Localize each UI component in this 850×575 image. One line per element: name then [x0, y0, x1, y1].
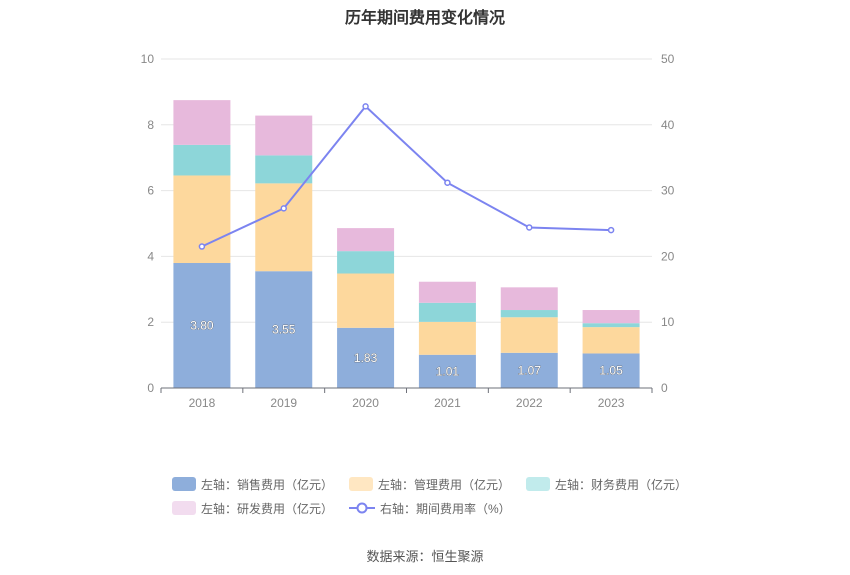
bar-finance — [500, 310, 558, 318]
rate-line — [201, 104, 612, 248]
bar-rd — [173, 100, 231, 145]
legend-label-admin: 左轴：管理费用（亿元） — [378, 477, 511, 492]
bar-value-label: 1.05 — [599, 364, 623, 378]
bar-value-label: 3.80 — [190, 318, 214, 332]
bar-rd — [255, 115, 313, 156]
x-axis-tick-label: 2023 — [598, 396, 625, 410]
legend-item-rate[interactable]: 右轴：期间费用率（%） — [349, 500, 511, 517]
bar-admin — [582, 327, 640, 354]
legend-swatch-rd — [172, 501, 196, 515]
bar-sales — [255, 271, 313, 388]
bar-finance — [418, 302, 476, 322]
legend-item-rd[interactable]: 左轴：研发费用（亿元） — [172, 500, 333, 517]
chart-plot: 3.80 3.55 1.83 1.01 1.07 1.05 0 2 4 6 8 10 0 10 20 30 4… — [141, 52, 675, 410]
bar-finance — [255, 155, 313, 184]
legend-item-admin[interactable]: 左轴：管理费用（亿元） — [349, 476, 510, 493]
bar-sales — [582, 353, 640, 388]
legend-swatch-sales — [172, 477, 196, 491]
legend-label-rate: 右轴：期间费用率（%） — [380, 501, 511, 516]
legend-label-finance: 左轴：财务费用（亿元） — [555, 477, 688, 492]
bar-finance — [582, 323, 640, 328]
data-source-note: 数据来源：恒生聚源 — [366, 549, 484, 564]
bar-sales — [418, 354, 476, 388]
chart-title: 历年期间费用变化情况 — [344, 10, 505, 27]
bar-value-label: 3.55 — [272, 323, 296, 337]
bar-finance — [337, 251, 395, 274]
bar-stacks — [173, 100, 640, 388]
legend-swatch-finance — [526, 477, 551, 491]
x-axis-tick-label: 2018 — [189, 396, 216, 410]
bar-sales — [500, 352, 558, 388]
gridlines — [161, 58, 652, 323]
legend-swatch-admin — [349, 477, 374, 491]
legend-item-sales[interactable]: 左轴：销售费用（亿元） — [172, 476, 333, 493]
legend-row-2: 左轴：研发费用（亿元） 右轴：期间费用率（%） — [172, 496, 692, 520]
x-axis-tick-label: 2020 — [352, 396, 379, 410]
left-axis-tick-label: 4 — [147, 249, 154, 263]
right-axis-tick-label: 40 — [661, 118, 675, 132]
legend-line-icon — [349, 502, 376, 514]
left-axis-tick-label: 2 — [147, 315, 154, 329]
bar-admin — [418, 321, 476, 355]
rate-point — [607, 226, 615, 234]
left-axis-tick-label: 6 — [147, 184, 154, 198]
bar-sales — [173, 262, 231, 388]
left-axis-tick-label: 0 — [147, 381, 154, 395]
legend: 左轴：销售费用（亿元） 左轴：管理费用（亿元） 左轴：财务费用（亿元） 左轴：研… — [172, 472, 692, 520]
right-axis-tick-label: 30 — [661, 184, 675, 198]
rate-point — [198, 243, 206, 250]
x-axis-tick-label: 2021 — [434, 396, 461, 410]
x-axis-tick-label: 2022 — [516, 396, 543, 410]
bar-value-label: 1.01 — [436, 364, 460, 378]
right-axis-tick-label: 10 — [661, 315, 675, 329]
bar-rd — [337, 228, 395, 252]
legend-item-finance[interactable]: 左轴：财务费用（亿元） — [526, 476, 687, 493]
rate-point — [362, 103, 369, 110]
legend-label-rd: 左轴：研发费用（亿元） — [201, 501, 334, 516]
legend-row-1: 左轴：销售费用（亿元） 左轴：管理费用（亿元） 左轴：财务费用（亿元） — [172, 472, 692, 496]
bar-rd — [418, 281, 476, 303]
left-axis-tick-label: 10 — [141, 52, 155, 66]
bar-admin — [173, 175, 231, 263]
bar-admin — [337, 273, 395, 328]
rate-point — [444, 179, 451, 186]
right-axis-tick-label: 20 — [661, 249, 675, 263]
bar-value-label: 1.07 — [518, 363, 542, 377]
right-axis-tick-label: 50 — [661, 52, 675, 66]
left-axis-tick-label: 8 — [147, 118, 154, 132]
bar-value-label: 1.83 — [354, 351, 378, 365]
rate-point — [280, 205, 287, 212]
x-axis-tick-label: 2019 — [270, 396, 297, 410]
bar-finance — [173, 144, 231, 176]
legend-label-sales: 左轴：销售费用（亿元） — [201, 477, 334, 492]
bar-admin — [500, 317, 558, 353]
bar-admin — [255, 183, 313, 272]
rate-point — [526, 224, 533, 231]
axes: 0 2 4 6 8 10 0 10 20 30 40 50 2018 2019 2020 2021 2022 20… — [141, 52, 675, 410]
bar-sales — [337, 327, 395, 388]
bar-value-labels: 3.80 3.55 1.83 1.01 1.07 1.05 — [190, 318, 623, 378]
line-series — [198, 103, 615, 250]
bar-rd — [582, 310, 640, 324]
bar-rd — [500, 287, 558, 311]
right-axis-tick-label: 0 — [661, 381, 668, 395]
